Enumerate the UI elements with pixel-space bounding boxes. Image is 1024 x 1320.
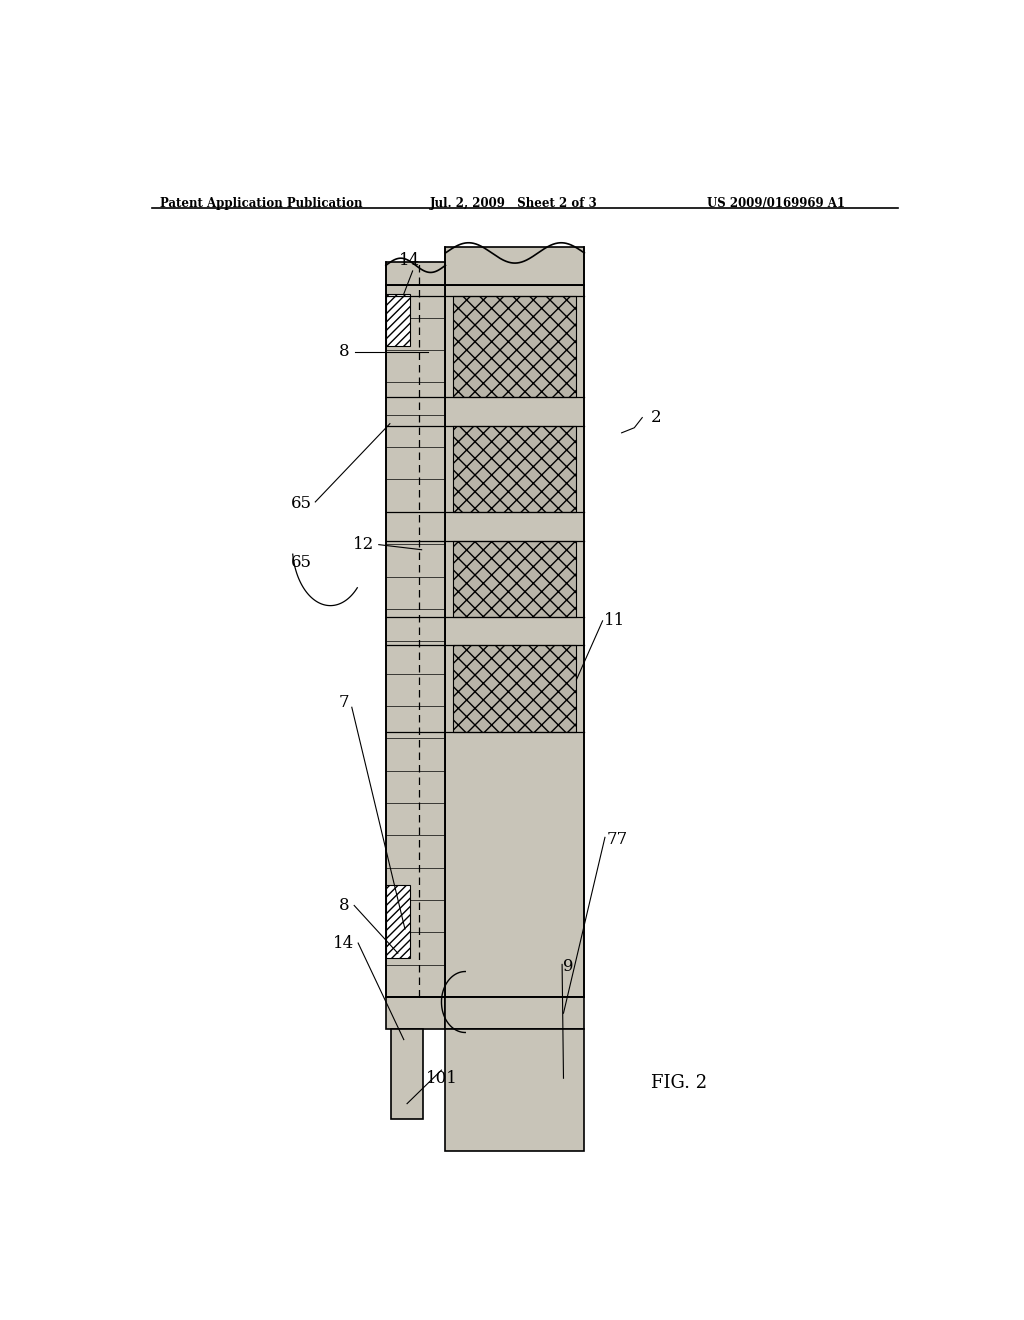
Bar	[391, 1030, 423, 1119]
Bar	[445, 285, 585, 997]
Text: 65: 65	[291, 554, 311, 572]
Text: 14: 14	[399, 252, 421, 268]
Bar	[445, 997, 585, 1030]
Text: 7: 7	[339, 694, 349, 710]
Text: 9: 9	[563, 958, 573, 975]
Text: 12: 12	[353, 536, 375, 553]
Text: Jul. 2, 2009   Sheet 2 of 3: Jul. 2, 2009 Sheet 2 of 3	[430, 197, 597, 210]
Text: US 2009/0169969 A1: US 2009/0169969 A1	[708, 197, 846, 210]
Bar	[445, 1030, 585, 1151]
Text: 77: 77	[607, 830, 629, 847]
Text: 11: 11	[604, 612, 625, 630]
Bar	[454, 296, 577, 397]
Bar	[386, 886, 410, 958]
Text: 2: 2	[650, 409, 662, 426]
Text: 65: 65	[291, 495, 311, 512]
Bar	[386, 263, 445, 285]
Bar	[445, 247, 585, 285]
Text: Patent Application Publication: Patent Application Publication	[160, 197, 362, 210]
Text: 8: 8	[339, 898, 349, 913]
Text: FIG. 2: FIG. 2	[651, 1074, 708, 1093]
Text: 14: 14	[333, 935, 354, 952]
Text: 8: 8	[339, 343, 349, 360]
Bar	[454, 541, 577, 616]
Bar	[454, 645, 577, 731]
Bar	[454, 426, 577, 512]
Bar	[386, 285, 445, 997]
Bar	[386, 293, 410, 346]
Bar	[386, 997, 445, 1030]
Text: 101: 101	[426, 1069, 458, 1086]
